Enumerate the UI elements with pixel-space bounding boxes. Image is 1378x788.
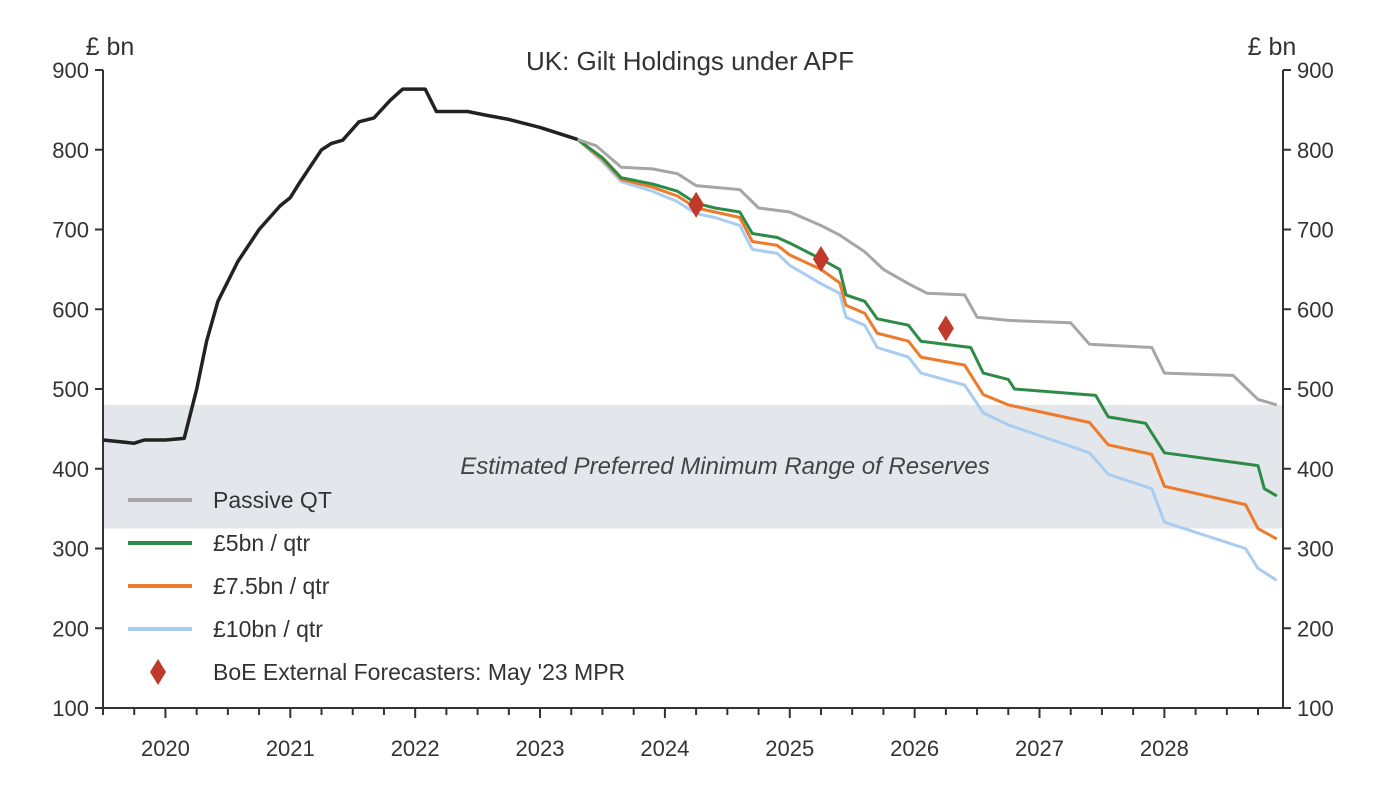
x-tick-label: 2021: [266, 736, 315, 761]
forecast-marker: [937, 315, 954, 342]
y-tick-label-left: 900: [52, 58, 89, 83]
y-tick-label-left: 200: [52, 616, 89, 641]
y-tick-label-right: 700: [1297, 218, 1334, 243]
chart-title: UK: Gilt Holdings under APF: [526, 46, 854, 76]
forecast-marker: [812, 246, 829, 273]
legend-label: £10bn / qtr: [213, 616, 323, 642]
series-line-10bn-qtr: [576, 138, 1278, 582]
y-tick-label-right: 300: [1297, 537, 1334, 562]
y-tick-label-left: 100: [52, 696, 89, 721]
axes-layer: 100 100 200 200 300 300 400 400 500 500 600 600 700 7…: [52, 58, 1333, 761]
x-tick-label: 2025: [765, 736, 814, 761]
legend-swatch-forecast: [150, 659, 166, 685]
y-tick-label-left: 300: [52, 537, 89, 562]
forecast-marker: [688, 191, 705, 218]
y-tick-label-right: 400: [1297, 457, 1334, 482]
y-tick-label-left: 800: [52, 138, 89, 163]
y-tick-label-right: 600: [1297, 297, 1334, 322]
y-axis-left-unit: £ bn: [86, 33, 135, 61]
legend-label: BoE External Forecasters: May '23 MPR: [213, 659, 625, 685]
x-tick-label: 2024: [640, 736, 689, 761]
y-axis-right-unit: £ bn: [1248, 33, 1297, 61]
x-tick-label: 2027: [1015, 736, 1064, 761]
y-tick-label-left: 700: [52, 218, 89, 243]
y-tick-label-right: 800: [1297, 138, 1334, 163]
legend: Passive QT £5bn / qtr £7.5bn / qtr £10bn / …: [128, 487, 625, 685]
reserves-band-label: Estimated Preferred Minimum Range of Res…: [460, 453, 990, 480]
y-tick-label-left: 400: [52, 457, 89, 482]
x-tick-label: 2023: [516, 736, 565, 761]
series-line-7-5bn-qtr: [576, 138, 1278, 541]
y-tick-label-right: 100: [1297, 696, 1334, 721]
x-tick-label: 2026: [890, 736, 939, 761]
y-tick-label-right: 500: [1297, 377, 1334, 402]
x-tick-label: 2020: [141, 736, 190, 761]
y-tick-label-right: 900: [1297, 58, 1334, 83]
reserves-band-layer: [103, 404, 1283, 529]
y-tick-label-right: 200: [1297, 616, 1334, 641]
legend-label: £7.5bn / qtr: [213, 573, 330, 599]
series-line-5bn-qtr: [576, 138, 1278, 498]
series-line-passive-qt: [577, 137, 1278, 407]
legend-label: Passive QT: [213, 487, 332, 513]
series-layer: [102, 87, 1278, 582]
y-tick-label-left: 500: [52, 377, 89, 402]
historical-holdings-line: [102, 87, 579, 445]
x-tick-label: 2022: [391, 736, 440, 761]
reserves-band: [103, 404, 1283, 529]
legend-label: £5bn / qtr: [213, 530, 311, 556]
x-tick-label: 2028: [1140, 736, 1189, 761]
y-tick-label-left: 600: [52, 297, 89, 322]
